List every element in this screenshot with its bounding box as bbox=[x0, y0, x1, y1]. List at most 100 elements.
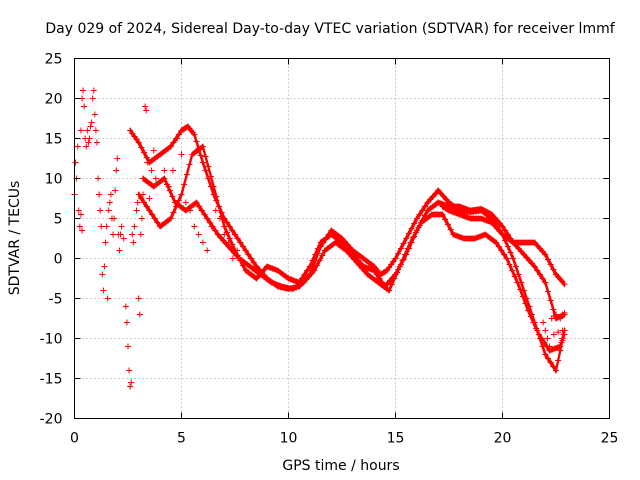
series-point bbox=[499, 223, 506, 230]
series-point bbox=[413, 215, 420, 222]
series-point bbox=[442, 216, 449, 223]
series-point bbox=[502, 227, 509, 234]
series-point bbox=[407, 239, 414, 246]
scatter-point bbox=[138, 215, 145, 222]
series-point bbox=[345, 250, 352, 257]
scatter-point bbox=[106, 199, 113, 206]
scatter-point bbox=[178, 151, 185, 158]
series-point bbox=[138, 195, 145, 202]
scatter-point bbox=[78, 227, 85, 234]
scatter-point bbox=[81, 103, 88, 110]
scatter-point bbox=[99, 271, 106, 278]
series-point bbox=[498, 247, 505, 254]
series-point bbox=[518, 248, 525, 255]
series-point bbox=[549, 346, 556, 353]
scatter-point bbox=[161, 167, 168, 174]
series-point bbox=[261, 266, 268, 273]
scatter-point bbox=[116, 247, 123, 254]
series-point bbox=[170, 139, 177, 146]
series-point bbox=[199, 159, 206, 166]
series-point bbox=[396, 263, 403, 270]
series-point bbox=[488, 219, 495, 226]
series-point bbox=[554, 344, 561, 351]
series-point bbox=[535, 331, 542, 338]
series-point bbox=[530, 319, 537, 326]
series-point bbox=[517, 286, 524, 293]
series-point bbox=[542, 251, 549, 258]
scatter-point bbox=[98, 223, 105, 230]
scatter-point bbox=[540, 319, 547, 326]
y-tick-label: -15 bbox=[40, 372, 63, 388]
series-point bbox=[459, 212, 466, 219]
scatter-point bbox=[92, 127, 99, 134]
series-point bbox=[491, 222, 498, 229]
y-tick-label: -5 bbox=[49, 292, 63, 308]
series-point bbox=[404, 245, 411, 252]
y-axis-label: SDTVAR / TECUs bbox=[7, 181, 23, 296]
series-point bbox=[528, 260, 535, 267]
x-tick-label: 5 bbox=[177, 431, 186, 447]
series-point bbox=[534, 242, 541, 249]
series-point bbox=[514, 279, 521, 286]
scatter-point bbox=[118, 223, 125, 230]
series-point bbox=[371, 267, 378, 274]
series-point bbox=[555, 357, 562, 364]
series-point bbox=[551, 345, 558, 352]
series-point bbox=[399, 257, 406, 264]
series-point bbox=[432, 190, 439, 197]
series-point bbox=[143, 154, 150, 161]
series-point bbox=[248, 255, 255, 262]
series-point bbox=[386, 287, 393, 294]
series-point bbox=[519, 293, 526, 300]
series-point bbox=[287, 285, 294, 292]
series-point bbox=[198, 207, 205, 214]
series-point bbox=[183, 171, 190, 178]
series-point bbox=[493, 239, 500, 246]
scatter-point bbox=[144, 159, 151, 166]
series-line bbox=[142, 175, 566, 350]
axis-ticks: 0 5 10 15 20 25 -20 -15 -10 -5 0 5 10 15 20 25 bbox=[40, 52, 619, 447]
series-point bbox=[561, 281, 568, 288]
scatter-point bbox=[208, 223, 215, 230]
series-point bbox=[480, 216, 487, 223]
x-tick-label: 10 bbox=[280, 431, 298, 447]
scatter-point bbox=[122, 303, 129, 310]
scatter-point bbox=[74, 143, 81, 150]
series-point bbox=[403, 235, 410, 242]
scatter-point bbox=[87, 123, 94, 130]
series-point bbox=[496, 228, 503, 235]
series-line bbox=[142, 179, 566, 354]
series-point bbox=[151, 215, 158, 222]
series-point bbox=[544, 256, 551, 263]
series-point bbox=[146, 207, 153, 214]
x-tick-label: 20 bbox=[494, 431, 512, 447]
series-point bbox=[427, 196, 434, 203]
scatter-point bbox=[229, 255, 236, 262]
series-point bbox=[437, 190, 444, 197]
scatter-point bbox=[113, 167, 120, 174]
chart-title: Day 029 of 2024, Sidereal Day-to-day VTE… bbox=[45, 21, 615, 37]
series-point bbox=[448, 208, 455, 215]
series-point bbox=[504, 243, 511, 250]
series-point bbox=[232, 231, 238, 238]
series-point bbox=[415, 224, 422, 231]
scatter-point bbox=[139, 191, 146, 198]
series-point bbox=[443, 196, 450, 203]
scatter-point bbox=[103, 223, 110, 230]
series-point bbox=[544, 288, 551, 295]
series-point bbox=[456, 203, 463, 210]
scatter-point bbox=[111, 215, 118, 222]
series-point bbox=[373, 271, 380, 278]
series-point bbox=[408, 225, 415, 232]
series-point bbox=[143, 203, 150, 210]
series-point bbox=[446, 207, 452, 214]
series-point bbox=[313, 262, 320, 269]
scatter-point bbox=[148, 167, 155, 174]
series-point bbox=[353, 259, 360, 266]
series-point bbox=[191, 131, 198, 138]
series-point bbox=[478, 215, 485, 222]
y-tick-label: 5 bbox=[54, 212, 63, 228]
series-point bbox=[169, 193, 176, 200]
series-point bbox=[356, 262, 363, 269]
series-point bbox=[343, 247, 350, 254]
